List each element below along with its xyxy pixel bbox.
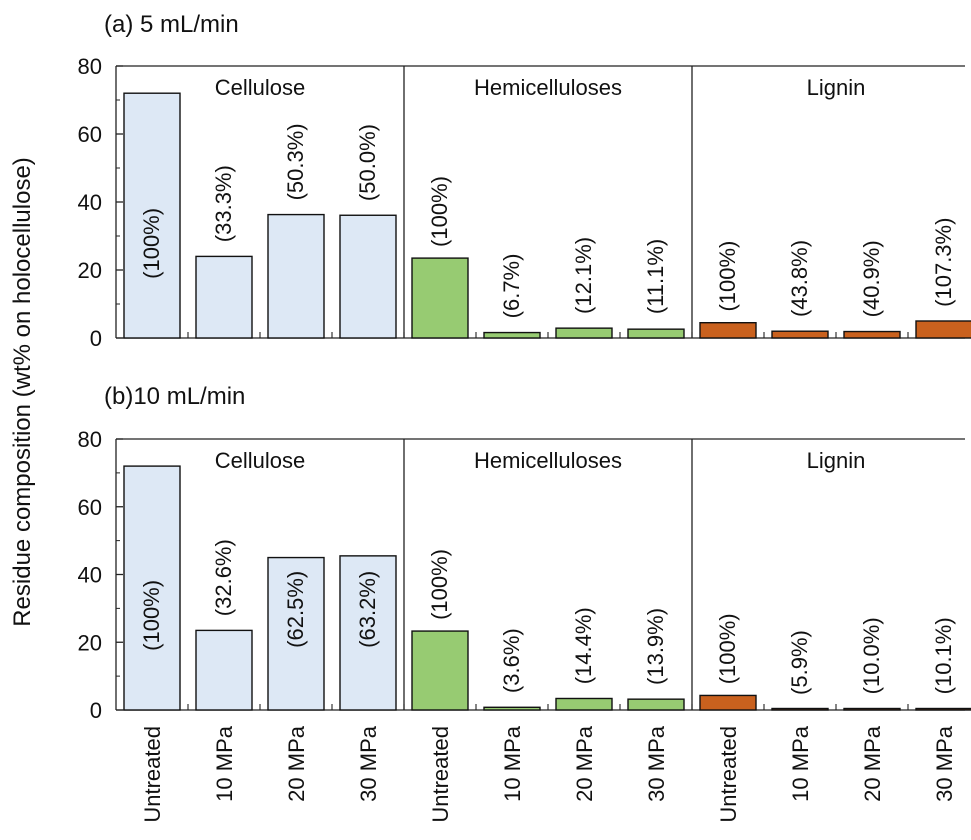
y-axis-title: Residue composition (wt% on holocellulos… [9,157,36,627]
bar [195,629,253,711]
y-tick-label: 20 [78,258,102,283]
bar-percent-label: (10.1%) [931,617,956,694]
bar-percent-label: (100%) [139,208,164,279]
x-tick-label: 30 MPa [932,725,957,802]
bar [843,330,901,339]
bar [915,320,971,339]
bar-percent-label: (100%) [427,549,452,620]
x-tick-label: Untreated [428,726,453,823]
bar-percent-label: (13.9%) [643,608,668,685]
y-tick-label: 60 [78,495,102,520]
bar-percent-label: (10.0%) [859,617,884,694]
bar [555,327,613,339]
group-label: Hemicelluloses [474,75,622,100]
y-tick-label: 20 [78,630,102,655]
bar [699,322,757,339]
bar-percent-label: (11.1%) [643,239,668,314]
panel-title: (a) 5 mL/min [104,11,239,38]
bar [843,707,901,711]
bar [627,698,685,711]
bar [555,697,613,711]
y-tick-label: 40 [78,563,102,588]
bar-percent-label: (14.4%) [571,607,596,684]
bar-percent-label: (43.8%) [787,240,812,317]
bar-percent-label: (12.1%) [571,237,596,314]
bar [267,213,325,339]
bar-percent-label: (6.7%) [499,254,524,319]
x-tick-label: 20 MPa [860,725,885,802]
group-label: Hemicelluloses [474,448,622,473]
bar-percent-label: (100%) [715,241,740,312]
bar-percent-label: (40.9%) [859,240,884,317]
bar [123,92,181,339]
bar-percent-label: (50.3%) [283,123,308,200]
bar [123,465,181,711]
y-tick-label: 80 [78,427,102,452]
bar-percent-label: (62.5%) [283,571,308,648]
bar [411,257,469,339]
bar-percent-label: (32.6%) [211,539,236,616]
bar [915,707,971,711]
group-label: Cellulose [215,448,306,473]
group-label: Cellulose [215,75,306,100]
bar [627,328,685,339]
y-tick-label: 0 [90,698,102,723]
x-tick-label: 20 MPa [572,725,597,802]
bar-percent-label: (63.2%) [355,571,380,648]
bar-percent-label: (107.3%) [931,218,956,307]
bar-percent-label: (50.0%) [355,124,380,201]
bar [339,555,397,711]
group-label: Lignin [807,75,866,100]
x-tick-label: 30 MPa [644,725,669,802]
x-tick-label: 10 MPa [212,725,237,802]
x-tick-label: 30 MPa [356,725,381,802]
y-tick-label: 60 [78,122,102,147]
group-label: Lignin [807,448,866,473]
y-tick-label: 0 [90,326,102,351]
bar-percent-label: (100%) [715,613,740,684]
bar [483,706,541,711]
bar [339,214,397,339]
bar [699,694,757,711]
bar-percent-label: (5.9%) [787,630,812,695]
bar-percent-label: (33.3%) [211,165,236,242]
bar-percent-label: (3.6%) [499,628,524,693]
y-tick-label: 80 [78,54,102,79]
bar [771,707,829,711]
x-tick-label: Untreated [716,726,741,823]
bar [267,556,325,711]
x-tick-label: 20 MPa [284,725,309,802]
bar [195,255,253,339]
x-tick-label: Untreated [140,726,165,823]
bar-percent-label: (100%) [139,580,164,651]
x-tick-label: 10 MPa [788,725,813,802]
bar [483,331,541,339]
bar [771,330,829,339]
bar [411,630,469,711]
y-tick-label: 40 [78,190,102,215]
x-tick-label: 10 MPa [500,725,525,802]
panel-title: (b)10 mL/min [104,383,245,410]
bar-percent-label: (100%) [427,176,452,247]
